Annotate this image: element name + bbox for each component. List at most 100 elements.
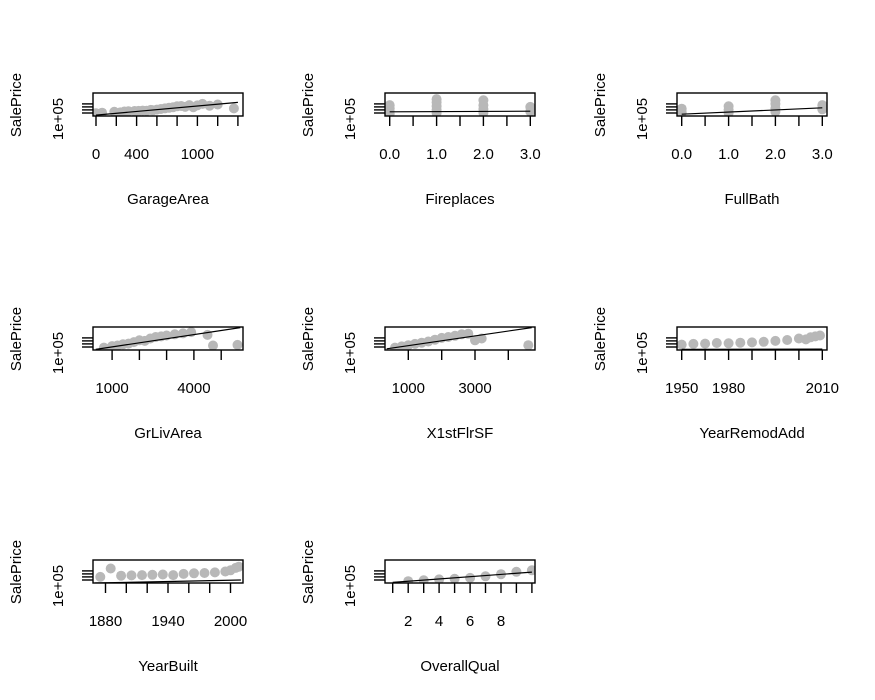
- data-point: [723, 101, 734, 112]
- data-point: [232, 339, 243, 350]
- y-axis-label: SalePrice: [300, 540, 317, 604]
- data-point: [511, 566, 522, 577]
- x-tick-label: 1940: [151, 613, 184, 630]
- y-axis-label: SalePrice: [8, 73, 25, 137]
- data-point: [711, 338, 722, 348]
- data-point: [168, 570, 179, 581]
- trend-line: [95, 327, 241, 350]
- data-points: [677, 95, 827, 116]
- x-tick-label: 3.0: [812, 146, 833, 163]
- data-point: [525, 101, 535, 112]
- x-tick-label: 6: [466, 613, 474, 630]
- x-tick-label: 0.0: [671, 146, 692, 163]
- data-point: [105, 563, 116, 574]
- x-tick-label: 2: [404, 613, 412, 630]
- y-axis-label: SalePrice: [8, 540, 25, 604]
- panel-garagearea: 0 400 1000 1e+05 SalePrice GarageArea: [8, 73, 244, 208]
- data-point: [137, 570, 147, 581]
- y-axis-label: SalePrice: [592, 73, 609, 137]
- x-axis-label: Fireplaces: [425, 191, 494, 208]
- data-point: [95, 571, 106, 582]
- data-point: [116, 570, 127, 581]
- x-axis-label: OverallQual: [420, 658, 499, 675]
- trend-line: [681, 107, 823, 115]
- panel-x1stflrsf: 1000 3000 1e+05 SalePrice X1stFlrSF: [300, 307, 536, 442]
- data-point: [815, 330, 825, 341]
- x-axis-label: YearRemodAdd: [699, 425, 804, 442]
- y-axis-label: SalePrice: [592, 307, 609, 371]
- y-tick-label: 1e+05: [342, 98, 359, 140]
- x-axis-label: YearBuilt: [138, 658, 198, 675]
- y-axis-label: SalePrice: [300, 307, 317, 371]
- y-tick-label: 1e+05: [634, 332, 651, 374]
- data-point: [480, 571, 491, 582]
- data-point: [157, 569, 168, 580]
- data-point: [478, 95, 489, 106]
- panel-yearremodadd: 1950 1980 2010 1e+05 SalePrice YearRemodAdd: [592, 307, 839, 442]
- panel-grlivarea: 1000 4000 1e+05 SalePrice GrLivArea: [8, 307, 244, 442]
- trend-line: [95, 101, 238, 116]
- x-tick-label: 2010: [806, 380, 839, 397]
- x-tick-label: 2.0: [765, 146, 786, 163]
- panel-fullbath: 0.0 1.0 2.0 3.0 1e+05 SalePrice FullBath: [592, 73, 833, 208]
- data-point: [523, 340, 534, 350]
- x-tick-label: 4: [435, 613, 443, 630]
- data-point: [147, 569, 158, 580]
- x-tick-label: 1000: [95, 380, 128, 397]
- panel-fireplaces: 0.0 1.0 2.0 3.0 1e+05 SalePrice Fireplaces: [300, 73, 541, 208]
- y-tick-label: 1e+05: [634, 98, 651, 140]
- trend-line: [392, 571, 532, 583]
- x-tick-label: 3000: [458, 380, 491, 397]
- data-points: [677, 330, 825, 350]
- data-point: [723, 338, 734, 349]
- data-point: [233, 561, 243, 572]
- data-point: [476, 333, 487, 344]
- y-tick-label: 1e+05: [342, 565, 359, 607]
- panel-overallqual: 2 4 6 8 1e+05 SalePrice OverallQual: [300, 540, 536, 675]
- y-axis-label: SalePrice: [8, 307, 25, 371]
- data-point: [677, 103, 687, 114]
- data-point: [677, 339, 687, 350]
- data-point: [202, 329, 213, 340]
- data-point: [770, 335, 781, 346]
- x-tick-label: 2.0: [473, 146, 494, 163]
- data-point: [199, 568, 210, 578]
- data-point: [688, 338, 699, 349]
- x-tick-label: 1000: [181, 146, 214, 163]
- data-point: [449, 573, 460, 583]
- x-tick-label: 8: [497, 613, 505, 630]
- data-point: [770, 95, 781, 106]
- x-tick-label: 1000: [392, 380, 425, 397]
- y-tick-label: 1e+05: [342, 332, 359, 374]
- y-tick-label: 1e+05: [50, 98, 67, 140]
- y-axis-label: SalePrice: [300, 73, 317, 137]
- x-axis-label: GarageArea: [127, 191, 209, 208]
- x-tick-label: 1980: [712, 380, 745, 397]
- plot-frame: [384, 92, 536, 117]
- x-tick-label: 0.0: [379, 146, 400, 163]
- data-point: [126, 570, 137, 581]
- data-point: [418, 575, 429, 583]
- data-point: [782, 335, 793, 345]
- data-point: [431, 94, 442, 105]
- x-tick-label: 1.0: [718, 146, 739, 163]
- data-point: [465, 572, 476, 583]
- x-tick-label: 1950: [665, 380, 698, 397]
- x-axis-label: GrLivArea: [134, 425, 202, 442]
- x-axis-label: FullBath: [724, 191, 779, 208]
- data-points: [98, 327, 243, 350]
- data-point: [700, 338, 711, 349]
- data-points: [385, 94, 535, 116]
- data-point: [204, 100, 215, 111]
- trend-line: [389, 110, 531, 113]
- data-point: [189, 568, 199, 579]
- x-tick-label: 1880: [89, 613, 122, 630]
- x-tick-label: 4000: [177, 380, 210, 397]
- data-point: [208, 340, 218, 350]
- y-tick-label: 1e+05: [50, 332, 67, 374]
- data-point: [385, 100, 395, 111]
- data-point: [228, 103, 239, 114]
- x-tick-label: 400: [124, 146, 149, 163]
- plot-frame: [676, 92, 828, 117]
